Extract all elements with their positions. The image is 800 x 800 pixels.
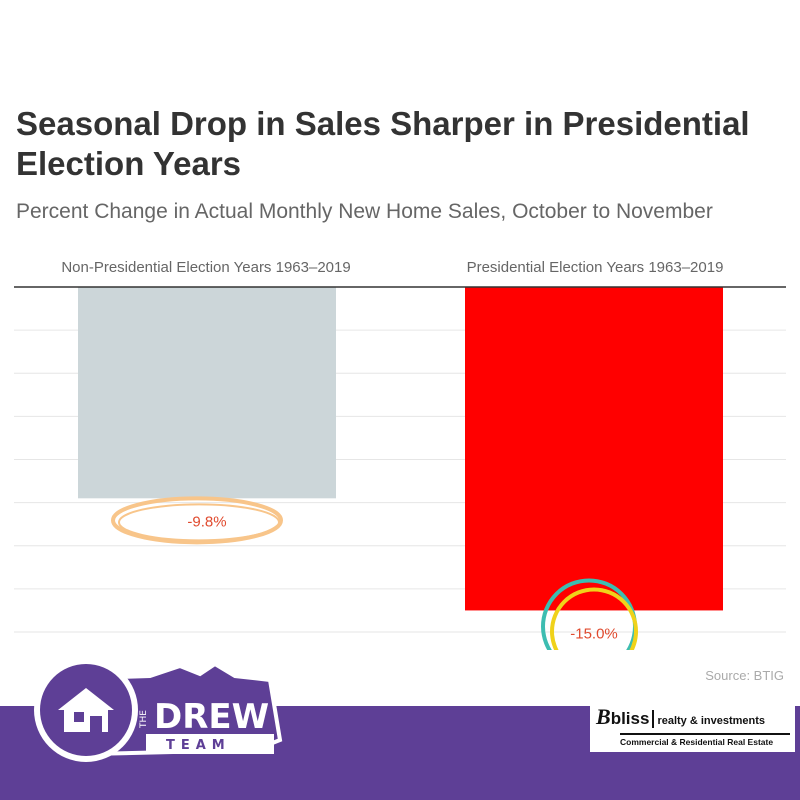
bar-non-presidential — [78, 287, 336, 499]
bliss-tagline: realty & investments — [657, 715, 766, 727]
panel-label-presidential: Presidential Election Years 1963–2019 — [466, 259, 724, 276]
data-label: -9.8% — [187, 513, 226, 530]
bliss-subline: Commercial & Residential Real Estate — [620, 737, 774, 747]
logo-the-text: THE — [139, 710, 149, 729]
highlight-circle-left — [111, 496, 283, 545]
chart-title: Seasonal Drop in Sales Sharper in Presid… — [16, 105, 750, 182]
chart-subtitle: Percent Change in Actual Monthly New Hom… — [16, 200, 713, 223]
panel-label-non-presidential: Non-Presidential Election Years 1963–201… — [61, 259, 351, 276]
bliss-realty-logo: Bbliss realty & investments Commercial & … — [590, 700, 795, 752]
drew-team-logo: THE DREW TEAM — [34, 658, 283, 762]
bliss-logo-word: bliss — [610, 709, 650, 728]
house-icon — [58, 688, 114, 732]
logo-team-text: TEAM — [166, 738, 231, 753]
highlight-circle-right-inner — [550, 587, 638, 650]
source-note: Source: BTIG — [705, 668, 784, 683]
highlight-circle-left-inner — [118, 503, 280, 542]
bar-chart: -9.8% -15.0% — [14, 286, 786, 650]
data-label: -15.0% — [570, 625, 618, 642]
bar-presidential — [465, 287, 723, 611]
logo-drew-text: DREW — [154, 697, 269, 737]
